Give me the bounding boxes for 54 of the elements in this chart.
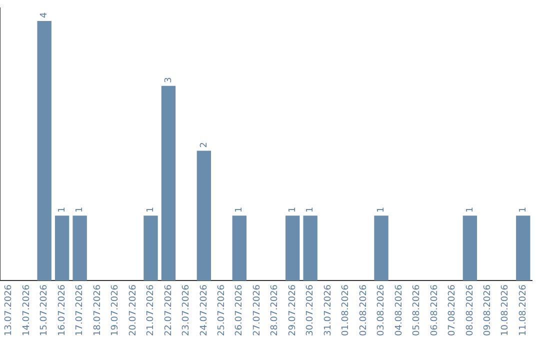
bar <box>37 20 52 280</box>
x-tick-label: 09.08.2026 <box>483 284 494 336</box>
x-tick-label: 28.07.2026 <box>270 284 280 336</box>
x-tick-label: 30.07.2026 <box>306 284 316 336</box>
data-label: 2 <box>199 142 210 148</box>
bar <box>54 216 70 280</box>
data-label: 1 <box>306 206 316 213</box>
bar <box>374 216 388 280</box>
x-tick-label: 29.07.2026 <box>288 284 298 336</box>
x-tick-label: 11.08.2026 <box>518 284 528 336</box>
x-tick-label: 15.07.2026 <box>40 284 50 336</box>
x-tick-label: 31.07.2026 <box>323 284 334 336</box>
x-tick-label: 25.07.2026 <box>217 284 228 336</box>
data-label: 1 <box>288 206 298 213</box>
x-tick-label: 26.07.2026 <box>234 284 245 336</box>
bar <box>196 150 212 280</box>
x-tick-label: 18.07.2026 <box>92 284 103 336</box>
data-label: 1 <box>234 206 245 213</box>
bar <box>161 86 176 280</box>
bar <box>286 216 300 280</box>
bar <box>516 216 530 280</box>
data-label: 1 <box>57 206 68 213</box>
data-label: 4 <box>40 12 50 18</box>
bar <box>462 216 478 280</box>
data-label: 1 <box>518 206 528 213</box>
x-tick-label: 14.07.2026 <box>22 284 32 336</box>
x-tick-label: 24.07.2026 <box>199 284 210 336</box>
x-tick-label: 19.07.2026 <box>110 284 121 336</box>
data-label: 1 <box>465 206 476 213</box>
x-tick-label: 05.08.2026 <box>412 284 422 336</box>
x-tick-label: 27.07.2026 <box>252 284 262 336</box>
bar <box>232 216 246 280</box>
x-tick-label: 16.07.2026 <box>57 284 68 336</box>
x-tick-label: 13.07.2026 <box>4 284 14 336</box>
bar <box>144 216 158 280</box>
x-tick-label: 08.08.2026 <box>465 284 476 336</box>
x-tick-label: 17.07.2026 <box>75 284 86 336</box>
bar <box>72 216 87 280</box>
x-tick-label: 04.08.2026 <box>394 284 404 336</box>
x-tick-label: 01.08.2026 <box>341 284 352 336</box>
x-tick-label: 20.07.2026 <box>128 284 138 336</box>
x-tick-label: 06.08.2026 <box>430 284 440 336</box>
x-tick-label: 07.08.2026 <box>448 284 458 336</box>
data-label: 1 <box>75 206 86 213</box>
x-tick-label: 03.08.2026 <box>376 284 387 336</box>
x-tick-label: 21.07.2026 <box>146 284 156 336</box>
bar <box>303 216 318 280</box>
data-label: 1 <box>146 206 156 213</box>
x-tick-label: 02.08.2026 <box>358 284 369 336</box>
data-label: 1 <box>376 206 387 213</box>
x-tick-label: 22.07.2026 <box>164 284 174 336</box>
x-tick-label: 23.07.2026 <box>182 284 192 336</box>
data-label: 3 <box>164 77 174 83</box>
x-tick-label: 10.08.2026 <box>500 284 511 336</box>
